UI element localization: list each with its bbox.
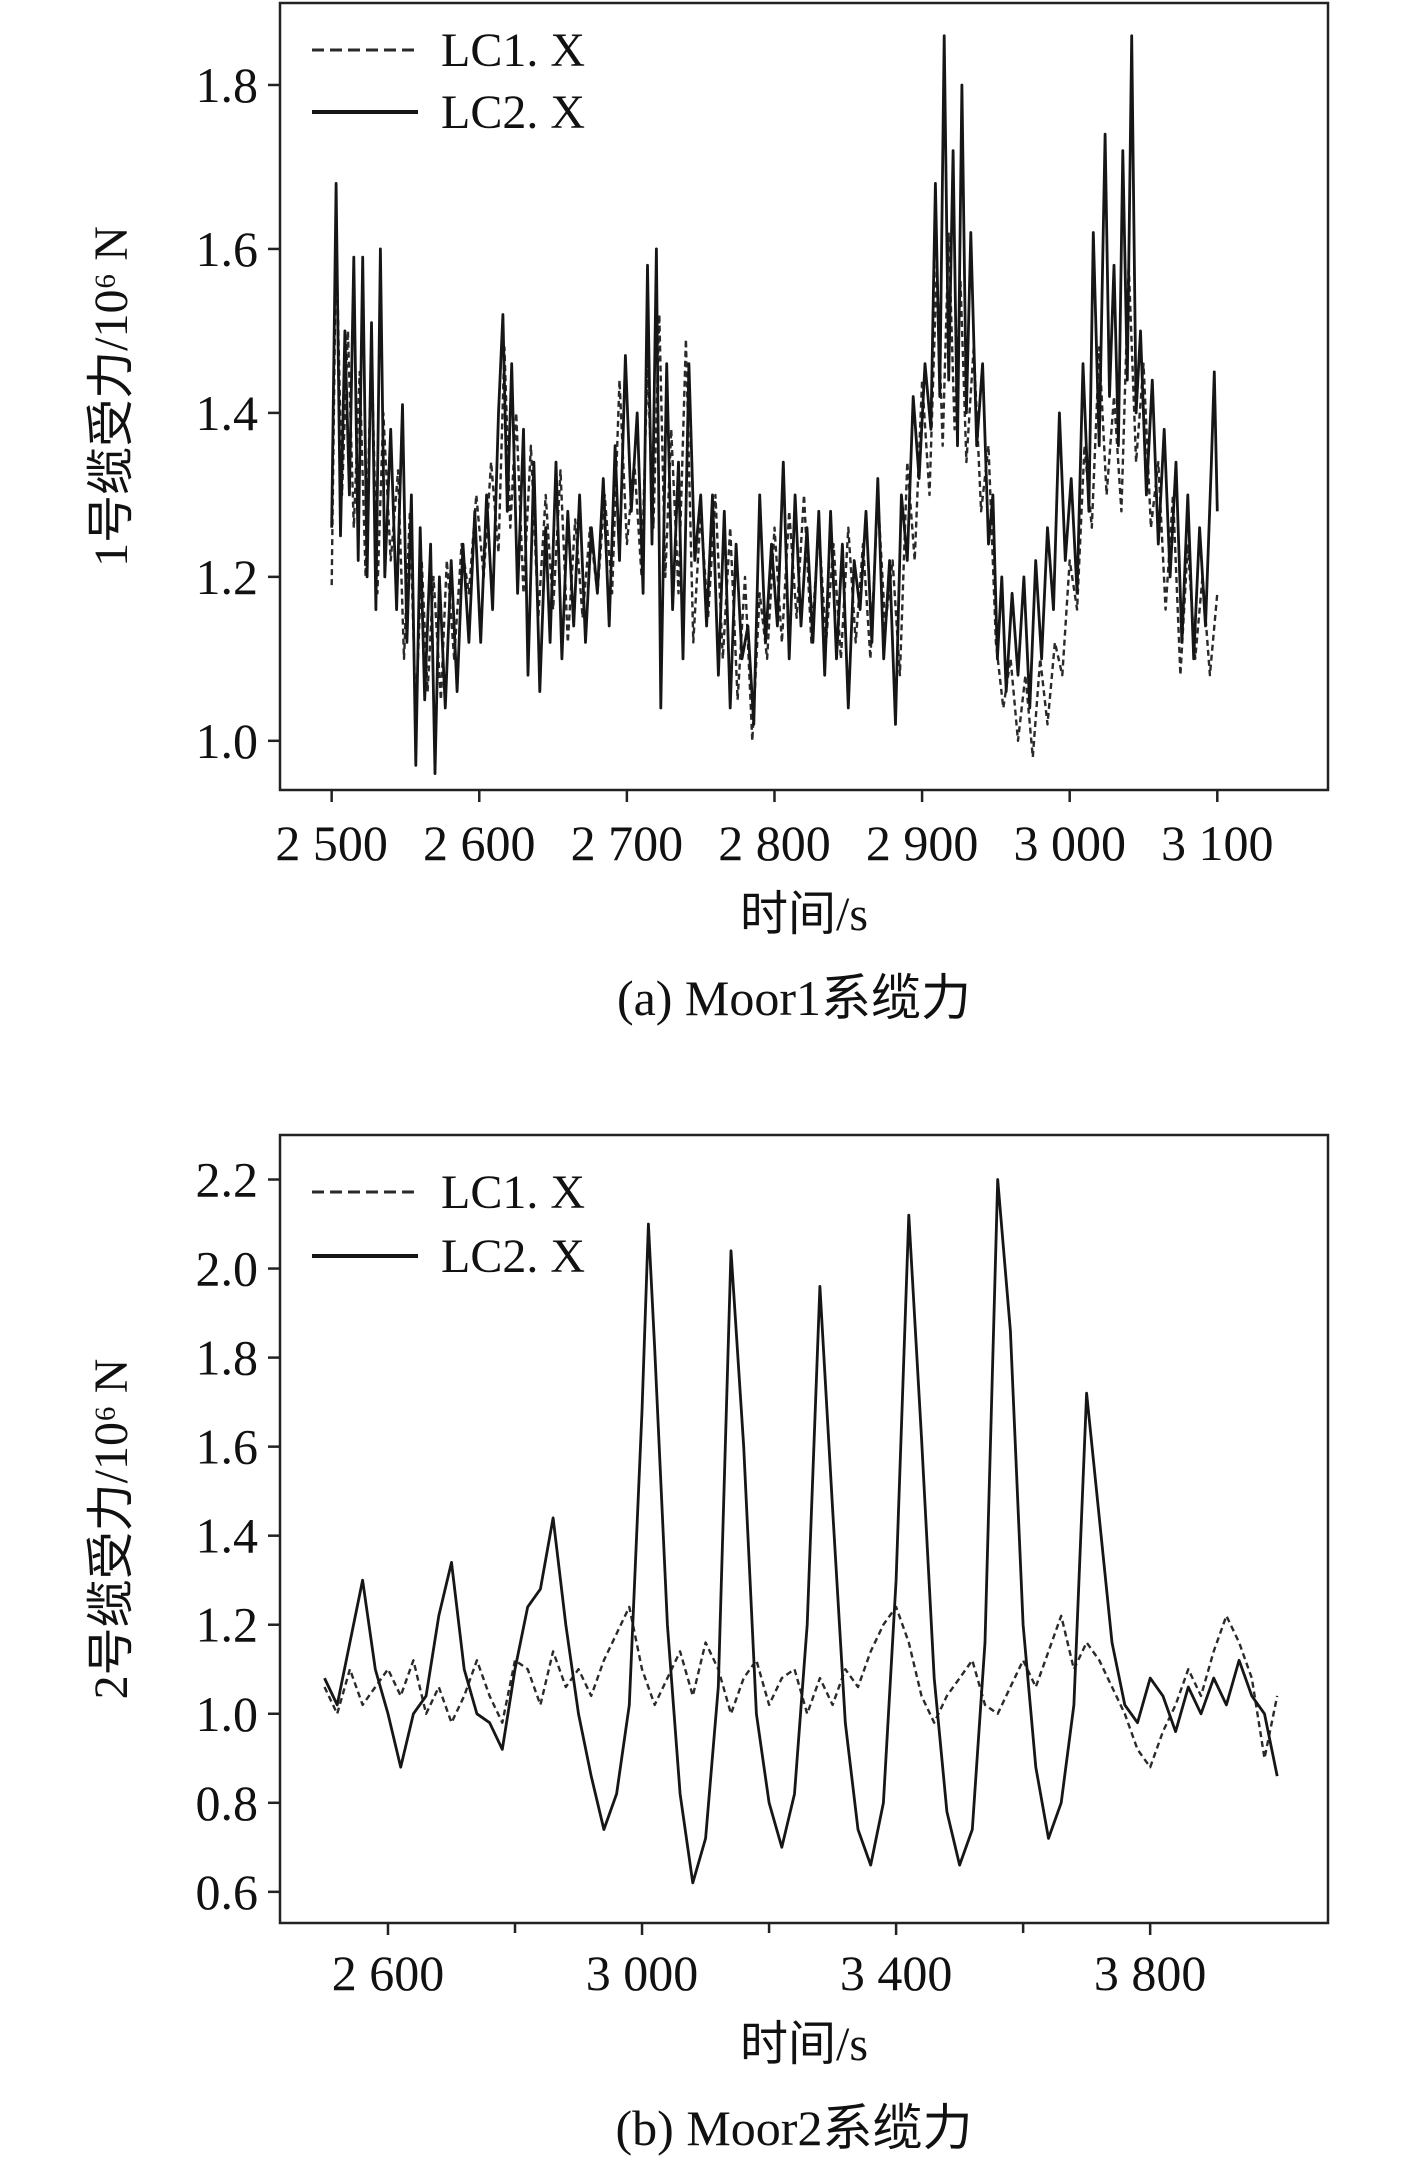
y-tick-label: 1.8	[196, 57, 259, 113]
x-tick-label: 2 500	[275, 815, 388, 871]
legend-label-1: LC1. X	[441, 1166, 585, 1219]
y-tick-label: 1.2	[196, 549, 259, 605]
chart-panel-b: 0.6 0.8 1.0 1.2 1.4 1.6 1.8 2.0 2.2 2 600 3 000 3 4…	[85, 1133, 1330, 2156]
x-tick-label: 3 800	[1094, 1945, 1207, 2001]
x-tick-label: 2 800	[718, 815, 831, 871]
plot-frame	[278, 1133, 1330, 1925]
figure-caption: (a) Moor1系缆力	[617, 970, 971, 1026]
x-axis-title: 时间/s	[740, 2018, 868, 2071]
y-tick-label: 1.4	[196, 1508, 259, 1564]
series-line-2	[323, 1178, 1279, 1885]
series-line-2	[330, 34, 1219, 775]
plot-frame	[278, 1, 1330, 792]
legend-label-1: LC1. X	[441, 24, 585, 77]
y-tick-label: 0.8	[196, 1775, 259, 1831]
figure-caption: (b) Moor2系缆力	[616, 2100, 973, 2156]
legend-label-2: LC2. X	[441, 1230, 585, 1283]
legend-label-2: LC2. X	[441, 86, 585, 139]
series-line-1	[323, 1605, 1279, 1769]
x-tick-label: 2 600	[423, 815, 536, 871]
x-tick-label: 2 700	[571, 815, 684, 871]
y-tick-label: 0.6	[196, 1864, 259, 1920]
chart-panel-a: 1.0 1.2 1.4 1.6 1.8 2 500 2 600 2 700 2 800 2 900…	[85, 1, 1330, 1026]
x-tick-label: 3 100	[1161, 815, 1274, 871]
x-tick-label: 3 000	[1013, 815, 1126, 871]
y-axis-title: 2号缆受力/10⁶ N	[85, 1359, 138, 1700]
y-axis-title: 1号缆受力/10⁶ N	[85, 226, 138, 567]
y-tick-label: 1.6	[196, 1419, 259, 1475]
y-tick-label: 2.0	[196, 1241, 259, 1297]
x-tick-label: 2 600	[332, 1945, 445, 2001]
y-tick-label: 1.0	[196, 713, 259, 769]
y-tick-label: 2.2	[196, 1152, 259, 1208]
y-tick-label: 1.0	[196, 1686, 259, 1742]
series-line-1	[330, 231, 1219, 759]
x-axis-title: 时间/s	[740, 888, 868, 941]
x-tick-label: 3 400	[840, 1945, 953, 2001]
y-tick-label: 1.2	[196, 1597, 259, 1653]
y-tick-label: 1.4	[196, 385, 259, 441]
x-tick-label: 3 000	[586, 1945, 699, 2001]
y-tick-label: 1.6	[196, 221, 259, 277]
x-tick-label: 2 900	[866, 815, 979, 871]
y-tick-label: 1.8	[196, 1330, 259, 1386]
